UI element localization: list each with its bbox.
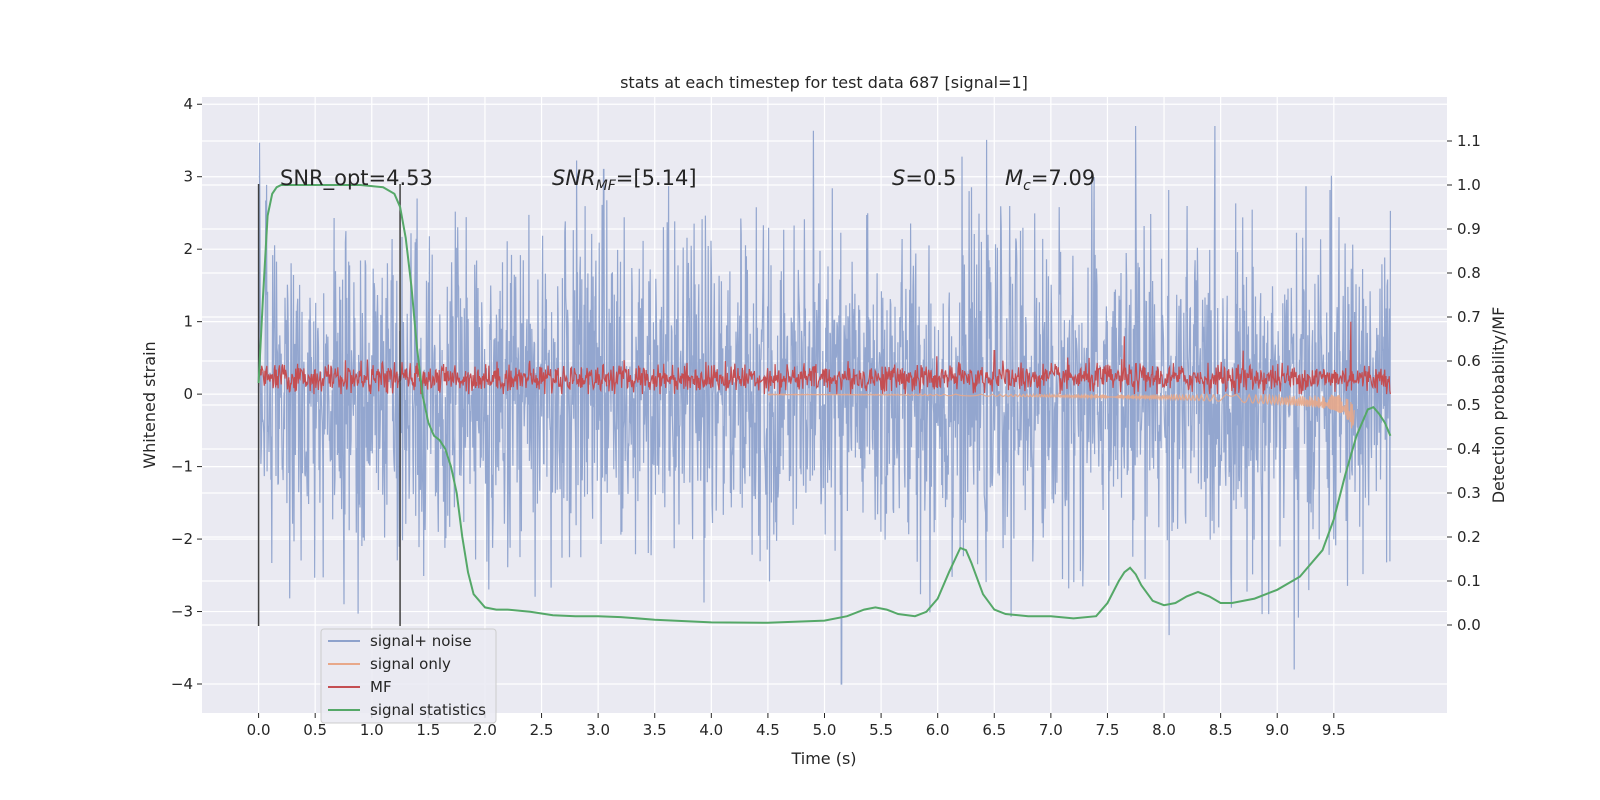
signal-statistics-line xyxy=(257,184,1392,624)
series-mf xyxy=(258,321,1391,395)
signal-noise-line xyxy=(258,125,1391,685)
x-tick-label: 6.5 xyxy=(982,721,1006,739)
annotation-s: S=0.5 xyxy=(892,166,956,190)
annotation-snr-opt: SNR_opt=4.53 xyxy=(280,166,433,191)
x-axis-title: Time (s) xyxy=(790,749,856,768)
annotations: SNR_opt=4.53 SNRMF=[5.14] S=0.5 Mc=7.09 xyxy=(280,166,1095,194)
y2-tick-label: 0.7 xyxy=(1457,308,1481,326)
signal-only-line xyxy=(767,392,1355,429)
y-tick-label: 1 xyxy=(183,313,193,331)
x-tick-label: 4.5 xyxy=(756,721,780,739)
legend-label-mf: MF xyxy=(370,678,392,696)
x-tick-label: 5.5 xyxy=(869,721,893,739)
y-tick-label: −3 xyxy=(171,603,193,621)
y2-tick-label: 0.0 xyxy=(1457,616,1481,634)
series-signal-noise xyxy=(258,125,1391,685)
annotation-mc-symbol: M xyxy=(1005,166,1023,190)
x-tick-label: 7.0 xyxy=(1039,721,1063,739)
y-tick-label: 0 xyxy=(183,385,193,403)
x-tick-label: 1.5 xyxy=(416,721,440,739)
annotation-snr-mf-subscript: MF xyxy=(596,178,617,194)
annotation-mc: Mc=7.09 xyxy=(1005,166,1095,194)
x-tick-label: 2.0 xyxy=(473,721,497,739)
y-tick-label: −1 xyxy=(171,458,193,476)
series-signal-statistics xyxy=(257,184,1392,624)
y2-tick-label: 0.9 xyxy=(1457,220,1481,238)
annotation-snr-mf: SNRMF=[5.14] xyxy=(552,166,697,194)
x-tick-label: 5.0 xyxy=(813,721,837,739)
annotation-snr-mf-value: =[5.14] xyxy=(616,166,697,190)
x-tick-label: 9.5 xyxy=(1322,721,1346,739)
legend-box xyxy=(320,628,497,724)
y2-tick-label: 0.3 xyxy=(1457,484,1481,502)
y2-tick-label: 0.2 xyxy=(1457,528,1481,546)
x-tick-label: 6.0 xyxy=(926,721,950,739)
x-tick-label: 4.0 xyxy=(699,721,723,739)
y2-tick-label: 0.6 xyxy=(1457,352,1481,370)
x-tick-label: 8.5 xyxy=(1209,721,1233,739)
x-tick-label: 1.0 xyxy=(360,721,384,739)
x-tick-label: 3.5 xyxy=(643,721,667,739)
x-tick-label: 9.0 xyxy=(1265,721,1289,739)
x-tick-label: 3.0 xyxy=(586,721,610,739)
annotation-mc-subscript: c xyxy=(1023,178,1031,194)
y-tick-label: 2 xyxy=(183,240,193,258)
legend-label-signal-only: signal only xyxy=(370,655,451,673)
annotation-s-symbol: S xyxy=(892,166,905,190)
annotation-snr-mf-symbol: SNR xyxy=(552,166,596,190)
axis-ticks: 0.0 0.5 1.0 1.5 2.0 2.5 3.0 3.5 4.0 4.5 5.0 5.5 6.0 6… xyxy=(171,95,1481,739)
x-tick-label: 0.0 xyxy=(247,721,271,739)
vertical-markers xyxy=(257,183,401,627)
y-tick-label: 3 xyxy=(183,168,193,186)
x-tick-label: 2.5 xyxy=(530,721,554,739)
y2-tick-label: 0.4 xyxy=(1457,440,1481,458)
x-tick-label: 0.5 xyxy=(303,721,327,739)
y2-tick-label: 1.0 xyxy=(1457,176,1481,194)
annotation-mc-value: =7.09 xyxy=(1031,166,1095,190)
y2-tick-label: 0.5 xyxy=(1457,396,1481,414)
legend-label-signal-noise: signal+ noise xyxy=(370,632,472,650)
y2-tick-label: 0.1 xyxy=(1457,572,1481,590)
x-tick-label: 7.5 xyxy=(1096,721,1120,739)
y-axis-title: Whitened strain xyxy=(140,341,159,468)
y-tick-label: −2 xyxy=(171,530,193,548)
x-tick-label: 8.0 xyxy=(1152,721,1176,739)
y-tick-label: −4 xyxy=(171,675,193,693)
chart-title: stats at each timestep for test data 687… xyxy=(620,73,1028,92)
y2-tick-label: 1.1 xyxy=(1457,132,1481,150)
y2-tick-label: 0.8 xyxy=(1457,264,1481,282)
series-signal-only xyxy=(767,392,1355,429)
annotation-s-value: =0.5 xyxy=(905,166,956,190)
y2-axis-title: Detection probability/MF xyxy=(1489,307,1508,504)
legend: signal+ noise signal only MF signal stat… xyxy=(320,628,497,724)
y-tick-label: 4 xyxy=(183,95,193,113)
mf-line xyxy=(258,321,1391,395)
legend-label-signal-statistics: signal statistics xyxy=(370,701,486,719)
